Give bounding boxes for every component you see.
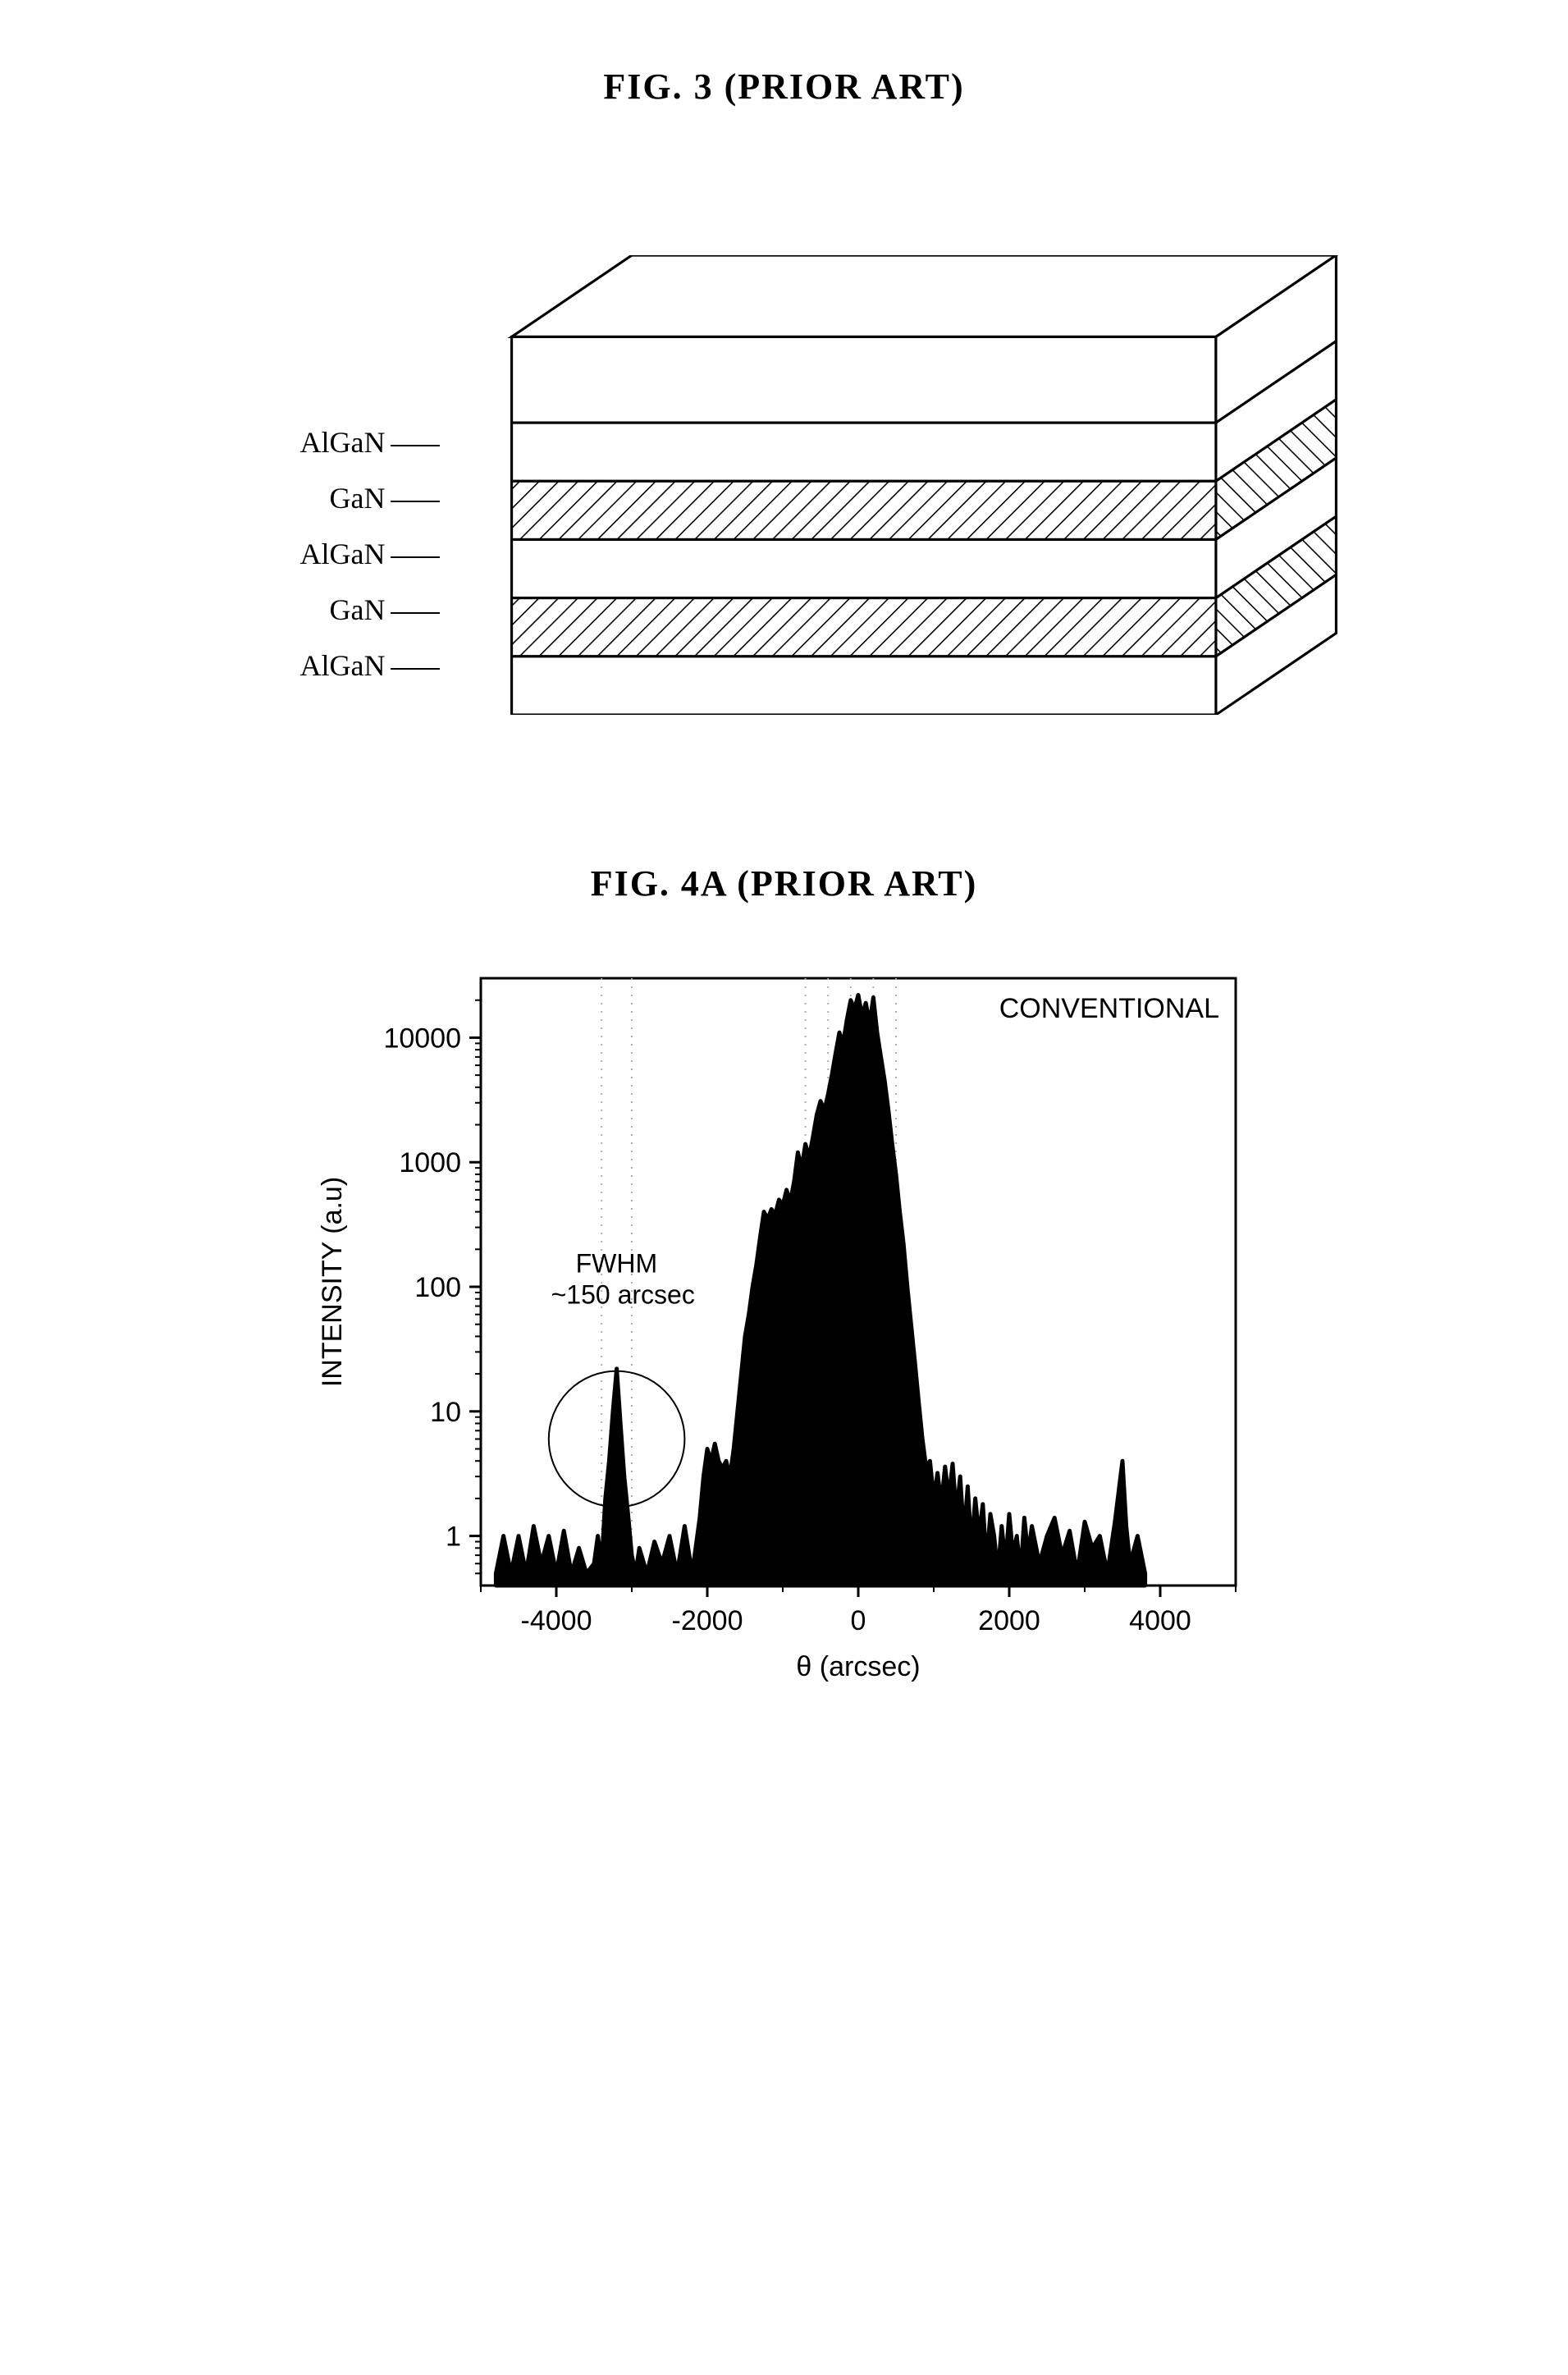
figure-4a-title: FIG. 4A (PRIOR ART) [210,863,1359,904]
svg-text:2000: 2000 [978,1605,1040,1636]
svg-text:10: 10 [430,1397,461,1428]
layer-label: AlGaN [292,537,440,571]
svg-text:10000: 10000 [383,1023,461,1054]
leader-line [391,668,440,670]
layer-label: AlGaN [292,648,440,683]
layer-label: GaN [292,593,440,627]
figure-3-drawing: AlGaN GaN AlGaN GaN AlGaN [292,255,1277,764]
leader-line [391,501,440,502]
svg-text:4000: 4000 [1129,1605,1191,1636]
svg-text:0: 0 [850,1605,866,1636]
figure-3-svg [505,255,1342,715]
svg-text:CONVENTIONAL: CONVENTIONAL [999,993,1218,1024]
leader-line [391,612,440,614]
figure-3-title: FIG. 3 (PRIOR ART) [210,66,1359,108]
svg-text:FWHM: FWHM [575,1249,657,1279]
svg-text:θ (arcsec): θ (arcsec) [796,1651,920,1682]
layer-label: AlGaN [292,425,440,460]
leader-line [391,556,440,558]
svg-text:INTENSITY (a.u): INTENSITY (a.u) [317,1177,348,1387]
leader-line [391,445,440,446]
figure-4a: FIG. 4A (PRIOR ART) -4000 -2000 0 2000 4000 1… [210,863,1359,1815]
figure-4a-chart: -4000 -2000 0 2000 4000 1 10 100 1000 10000 INTENS… [292,954,1277,1815]
layer-label: GaN [292,481,440,515]
svg-text:1000: 1000 [399,1147,461,1178]
svg-text:100: 100 [414,1272,461,1303]
svg-text:1: 1 [446,1522,461,1553]
figure-3: FIG. 3 (PRIOR ART) AlGaN GaN AlGaN GaN AlGaN [210,66,1359,764]
svg-text:-4000: -4000 [520,1605,592,1636]
figure-4a-svg: -4000 -2000 0 2000 4000 1 10 100 1000 10000 INTENS… [292,954,1277,1815]
svg-text:~150 arcsec: ~150 arcsec [551,1280,694,1310]
svg-text:-2000: -2000 [671,1605,743,1636]
